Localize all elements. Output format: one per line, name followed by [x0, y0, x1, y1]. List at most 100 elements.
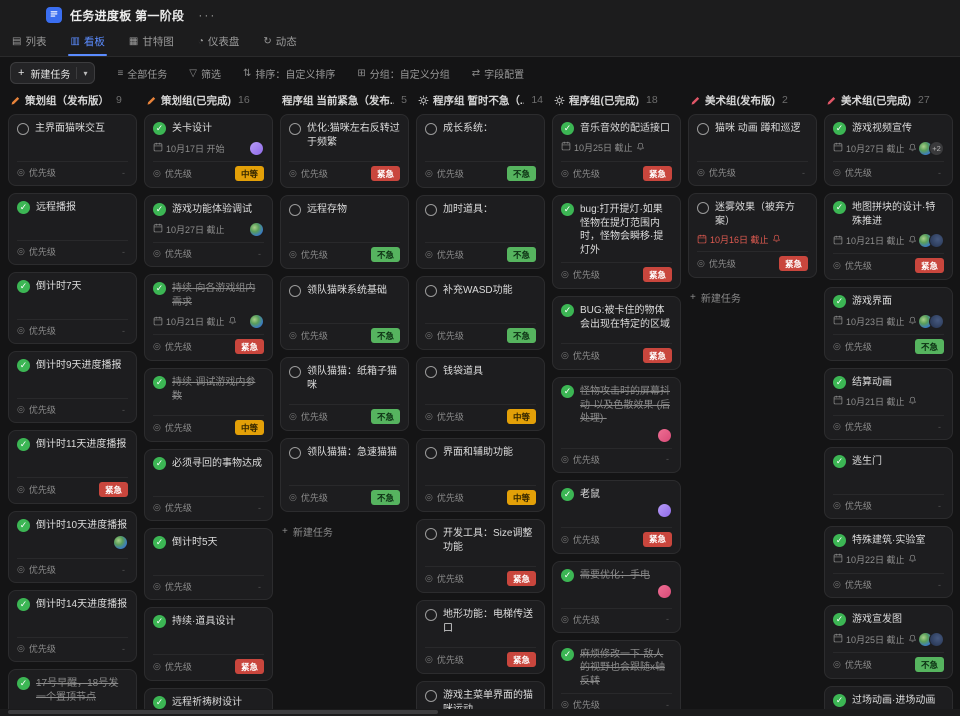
task-open-checkbox[interactable] [425, 528, 437, 540]
task-done-checkbox[interactable]: ✓ [561, 568, 574, 582]
priority-badge[interactable]: 紧急 [642, 531, 672, 547]
task-done-checkbox[interactable]: ✓ [153, 282, 166, 295]
toolbar-item-fields[interactable]: ⇄ 字段配置 [472, 66, 524, 81]
task-card[interactable]: ✓ 倒计时9天进度播报 ◎ 优先级 - [8, 351, 137, 423]
task-done-checkbox[interactable]: ✓ [833, 201, 846, 214]
task-card[interactable]: 猫咪 动画 蹲和巡逻 ◎ 优先级 - [688, 114, 817, 186]
tab-看板[interactable]: ▥ 看板 [68, 34, 108, 56]
task-done-checkbox[interactable]: ✓ [17, 677, 30, 690]
task-open-checkbox[interactable] [697, 123, 709, 135]
task-card[interactable]: ✓ 麻烦修改一下·敌人的视野也会跟随x轴反转 ◎ 优先级 - [552, 639, 681, 710]
chevron-down-icon[interactable]: ▾ [83, 68, 88, 78]
column-header[interactable]: 程序组(已完成) 18 [552, 90, 681, 110]
priority-empty-value[interactable]: - [122, 643, 125, 654]
priority-badge[interactable]: 紧急 [370, 166, 400, 181]
priority-badge[interactable]: 不急 [370, 328, 400, 343]
task-card[interactable]: ✓ 音乐音效的配适接口 10月25日 截止 ◎ 优先级 紧急 [552, 114, 681, 188]
task-done-checkbox[interactable]: ✓ [833, 122, 846, 135]
task-done-checkbox[interactable]: ✓ [153, 696, 166, 709]
add-task-button[interactable]: + 新建任务 [688, 285, 817, 310]
task-card[interactable]: 主界面猫咪交互 ◎ 优先级 - [8, 114, 137, 186]
task-done-checkbox[interactable]: ✓ [561, 203, 574, 216]
tab-列表[interactable]: ▤ 列表 [10, 34, 48, 56]
task-card[interactable]: 迷雾效果（被弃方案） 10月16日 截止 ◎ 优先级 紧急 [688, 193, 817, 278]
tab-动态[interactable]: ↻ 动态 [261, 34, 298, 56]
task-card[interactable]: ✓ 关卡设计 10月17日 开始 ◎ 优先级 中等 [144, 114, 273, 188]
task-done-checkbox[interactable]: ✓ [561, 647, 574, 661]
task-done-checkbox[interactable]: ✓ [153, 203, 166, 216]
toolbar-item-group[interactable]: ⊞ 分组：自定义分组 [357, 66, 449, 81]
task-card[interactable]: ✓ 游戏视频宣传 10月27日 截止 +2 ◎ 优先级 - [824, 114, 953, 186]
priority-empty-value[interactable]: - [666, 454, 669, 464]
toolbar-item-tasks[interactable]: ≡ 全部任务 [117, 66, 167, 81]
task-done-checkbox[interactable]: ✓ [153, 457, 166, 470]
column-header[interactable]: 策划组（发布版） 9 [8, 90, 137, 110]
priority-empty-value[interactable]: - [938, 167, 941, 178]
task-done-checkbox[interactable]: ✓ [833, 534, 846, 547]
priority-empty-value[interactable]: - [666, 614, 669, 624]
task-card[interactable]: 开发工具：Size调整功能 ◎ 优先级 紧急 [416, 519, 545, 593]
priority-badge[interactable]: 中等 [506, 409, 536, 424]
priority-badge[interactable]: 中等 [506, 490, 536, 505]
task-card[interactable]: ✓ 游戏界面 10月23日 截止 ◎ 优先级 不急 [824, 287, 953, 361]
task-card[interactable]: 地形功能：电梯传送口 ◎ 优先级 紧急 [416, 600, 545, 674]
column-header[interactable]: 美术组(发布版) 2 [688, 90, 817, 110]
priority-empty-value[interactable]: - [122, 246, 125, 257]
add-task-button[interactable]: + 新建任务 [280, 519, 409, 544]
task-open-checkbox[interactable] [425, 123, 437, 135]
task-card[interactable]: ✓ 持续·道具设计 ◎ 优先级 紧急 [144, 607, 273, 681]
priority-badge[interactable]: 不急 [370, 409, 400, 424]
task-card[interactable]: ✓ 地图拼块的设计·特殊推进 10月21日 截止 ◎ 优先级 紧急 [824, 193, 953, 280]
task-open-checkbox[interactable] [425, 447, 437, 459]
priority-badge[interactable]: 紧急 [98, 482, 128, 497]
task-card[interactable]: ✓ 持续·调试游戏内参数 ◎ 优先级 中等 [144, 368, 273, 442]
task-card[interactable]: ✓ 逃生门 ◎ 优先级 - [824, 447, 953, 519]
task-card[interactable]: 领队猫猫：纸箱子猫咪 ◎ 优先级 不急 [280, 357, 409, 431]
task-open-checkbox[interactable] [289, 204, 301, 216]
task-card[interactable]: ✓ 倒计时11天进度播报 ◎ 优先级 紧急 [8, 430, 137, 504]
priority-empty-value[interactable]: - [938, 500, 941, 511]
task-done-checkbox[interactable]: ✓ [153, 615, 166, 628]
priority-empty-value[interactable]: - [938, 579, 941, 590]
task-card[interactable]: 补充WASD功能 ◎ 优先级 不急 [416, 276, 545, 350]
priority-empty-value[interactable]: - [802, 167, 805, 178]
more-button[interactable]: ··· [198, 8, 217, 22]
task-open-checkbox[interactable] [697, 202, 709, 214]
task-done-checkbox[interactable]: ✓ [17, 598, 30, 611]
priority-empty-value[interactable]: - [258, 248, 261, 259]
column-header[interactable]: 策划组(已完成) 16 [144, 90, 273, 110]
priority-badge[interactable]: 不急 [914, 339, 944, 354]
task-done-checkbox[interactable]: ✓ [561, 487, 574, 501]
task-card[interactable]: 远程存物 ◎ 优先级 不急 [280, 195, 409, 269]
task-done-checkbox[interactable]: ✓ [17, 438, 30, 451]
horizontal-scrollbar-thumb[interactable] [8, 710, 438, 714]
task-open-checkbox[interactable] [289, 123, 301, 135]
task-card[interactable]: ✓ 游戏宣发图 10月25日 截止 ◎ 优先级 不急 [824, 605, 953, 679]
task-card[interactable]: ✓ 倒计时14天进度播报 ◎ 优先级 - [8, 590, 137, 662]
task-card[interactable]: ✓ 远程播报 ◎ 优先级 - [8, 193, 137, 265]
task-done-checkbox[interactable]: ✓ [153, 536, 166, 549]
task-card[interactable]: ✓ 倒计时10天进度播报 ◎ 优先级 - [8, 511, 137, 583]
horizontal-scrollbar-track[interactable] [0, 709, 960, 716]
priority-empty-value[interactable]: - [938, 421, 941, 432]
task-open-checkbox[interactable] [289, 447, 301, 459]
task-open-checkbox[interactable] [425, 285, 437, 297]
priority-badge[interactable]: 不急 [370, 490, 400, 505]
task-card[interactable]: ✓ 持续·向各游戏组内需求 10月21日 截止 ◎ 优先级 紧急 [144, 274, 273, 361]
task-done-checkbox[interactable]: ✓ [153, 376, 166, 389]
task-done-checkbox[interactable]: ✓ [561, 385, 574, 398]
priority-empty-value[interactable]: - [666, 699, 669, 710]
task-open-checkbox[interactable] [425, 204, 437, 216]
task-card[interactable]: 领队猫咪系统基础 ◎ 优先级 不急 [280, 276, 409, 350]
toolbar-item-sort[interactable]: ⇅ 排序：自定义排序 [243, 66, 335, 81]
task-card[interactable]: 成长系统： ◎ 优先级 不急 [416, 114, 545, 188]
task-open-checkbox[interactable] [425, 366, 437, 378]
task-done-checkbox[interactable]: ✓ [833, 613, 846, 626]
task-card[interactable]: 钱袋道具 ◎ 优先级 中等 [416, 357, 545, 431]
priority-badge[interactable]: 紧急 [234, 659, 264, 674]
priority-badge[interactable]: 紧急 [234, 339, 264, 354]
priority-empty-value[interactable]: - [258, 502, 261, 513]
task-card[interactable]: ✓ 必须寻回的事物达成 ◎ 优先级 - [144, 449, 273, 521]
